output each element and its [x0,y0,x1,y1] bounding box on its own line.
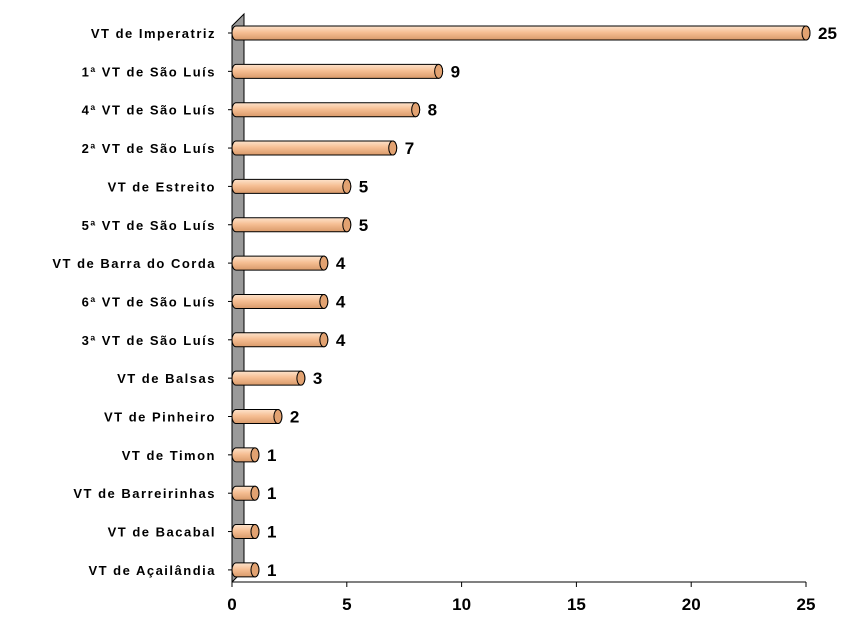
bar [231,25,811,41]
category-label: 5ª VT de São Luís [82,218,216,233]
category-label: VT de Bacabal [108,525,216,540]
bar [231,370,306,386]
x-tick-label: 10 [452,595,471,614]
bar [231,293,329,309]
value-label: 4 [336,254,346,273]
value-label: 4 [336,292,346,311]
category-label: VT de Barra do Corda [52,256,216,271]
bar [231,63,444,79]
bar-end-cap [434,63,444,79]
bar-end-cap [273,409,283,424]
value-label: 1 [267,484,276,503]
bar-end-cap [342,217,352,233]
bar-end-cap [388,140,398,156]
value-label: 3 [313,369,322,388]
bar [231,140,398,156]
category-label: VT de Estreito [108,179,216,194]
value-label: 1 [267,446,276,465]
x-tick-label: 25 [797,595,816,614]
value-label: 9 [451,62,460,81]
bar-end-cap [250,485,260,501]
bar-end-cap [319,255,329,271]
bar-end-cap [250,447,260,463]
value-label: 1 [267,561,276,580]
bar [231,178,352,194]
bar-end-cap [296,370,306,386]
x-tick-label: 0 [227,595,236,614]
category-label: VT de Balsas [117,371,216,386]
value-label: 1 [267,523,276,542]
category-label: VT de Pinheiro [104,410,216,425]
bar [231,102,421,118]
bar-end-cap [319,332,329,348]
category-label: 4ª VT de São Luís [82,103,216,118]
bar [231,217,352,233]
bar-end-cap [801,25,811,41]
value-label: 8 [428,101,437,120]
bar-end-cap [342,178,352,194]
value-label: 5 [359,216,368,235]
value-label: 7 [405,139,414,158]
value-label: 25 [818,24,837,43]
value-label: 5 [359,177,368,196]
bar [231,332,329,348]
x-tick-label: 15 [567,595,586,614]
value-label: 4 [336,331,346,350]
category-label: VT de Imperatriz [91,26,216,41]
value-label: 2 [290,408,299,427]
bar [231,255,329,271]
category-label: VT de Timon [122,448,216,463]
bar-end-cap [319,293,329,309]
category-label: 2ª VT de São Luís [82,141,216,156]
bar-end-cap [250,562,260,578]
category-label: 6ª VT de São Luís [82,294,216,309]
category-label: 1ª VT de São Luís [82,64,216,79]
bar-end-cap [411,102,421,118]
bar-end-cap [250,524,260,540]
x-tick-label: 20 [682,595,701,614]
category-label: VT de Barreirinhas [73,486,216,501]
x-tick-label: 5 [342,595,351,614]
category-label: VT de Açailândia [88,563,216,578]
category-label: 3ª VT de São Luís [82,333,216,348]
